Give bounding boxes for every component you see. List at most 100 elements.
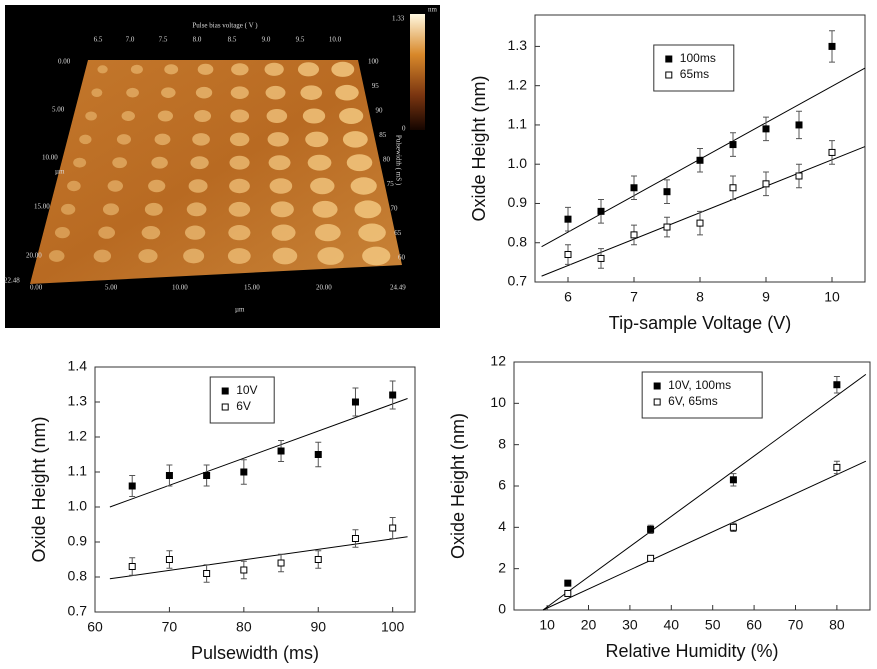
data-point — [564, 251, 572, 259]
legend-label: 6V — [236, 399, 251, 413]
oxide-dot — [79, 134, 92, 145]
oxide-dot — [312, 200, 338, 218]
colorbar-max: 1.33 — [392, 15, 405, 23]
y-tick-label: 2 — [498, 559, 506, 575]
fit-line — [541, 146, 866, 277]
x-tick-label: 6 — [564, 289, 572, 305]
data-point — [564, 589, 572, 597]
top-tick-label: 8.5 — [228, 36, 237, 44]
left-tick-label: 0.00 — [58, 58, 71, 66]
oxide-dot — [151, 156, 168, 169]
oxide-dot — [269, 178, 293, 194]
oxide-dot — [192, 133, 210, 146]
y-tick-label: 10 — [490, 394, 506, 410]
top-tick-label: 6.5 — [94, 36, 103, 44]
data-point — [203, 472, 211, 479]
left-tick-label: 22.48 — [4, 277, 20, 285]
data-point — [314, 451, 322, 458]
oxide-dot — [144, 202, 163, 216]
legend-box — [641, 371, 763, 419]
y-tick-label: 0.8 — [508, 233, 528, 249]
y-tick-label: 1.3 — [68, 393, 88, 409]
data-point — [240, 566, 248, 574]
fit-line — [109, 536, 408, 580]
data-point — [314, 556, 322, 563]
chart: 0.7 0.8 0.9 1.0 1.1 1.2 1.3 1.4 60 70 80 90 100 Pulse… — [29, 358, 416, 663]
oxide-dot — [148, 179, 166, 193]
legend-label: 10V, 100ms — [668, 378, 731, 392]
right-axis-title: Pulsewidth ( mS ) — [394, 135, 402, 186]
y-tick-label: 1.1 — [68, 463, 88, 479]
oxide-dot — [188, 179, 208, 193]
oxide-dot — [73, 157, 87, 168]
oxide-dot — [271, 224, 296, 241]
oxide-dot — [267, 132, 289, 147]
oxide-dot — [310, 177, 335, 195]
oxide-dot — [197, 63, 214, 75]
oxide-dot — [121, 110, 135, 122]
oxide-dot — [157, 110, 174, 122]
x-tick-label: 70 — [788, 617, 804, 633]
data-point — [564, 579, 572, 587]
legend-label: 10V — [236, 383, 257, 397]
oxide-dot — [354, 200, 382, 219]
y-tick-label: 1.1 — [508, 116, 528, 132]
top-axis-title: Pulse bias voltage ( V ) — [192, 22, 258, 30]
legend-marker — [665, 55, 673, 63]
y-tick-label: 1.2 — [68, 428, 88, 444]
oxide-dot — [183, 248, 205, 264]
y-tick-label: 0.8 — [68, 568, 88, 584]
oxide-dot — [302, 108, 326, 124]
afm-image: 1.33 nm 0 Pulse bias voltage ( V ) Pulse… — [4, 5, 440, 328]
oxide-dot — [107, 180, 124, 192]
chart: 0 2 4 6 8 10 12 10 20 30 40 50 60 70 80 Relative Humidi… — [448, 353, 871, 661]
oxide-dot — [297, 62, 320, 77]
oxide-dot — [268, 155, 291, 171]
oxide-dot — [164, 64, 179, 75]
data-point — [128, 482, 136, 490]
top-tick-label: 8.0 — [193, 36, 202, 44]
y-axis-label: Oxide Height (nm) — [469, 75, 489, 221]
fit-line — [542, 460, 867, 611]
right-tick-label: 100 — [368, 58, 379, 66]
y-axis-label: Oxide Height (nm) — [448, 413, 468, 559]
data-point — [351, 398, 359, 406]
oxide-dot — [184, 225, 206, 240]
data-point — [647, 525, 655, 533]
x-axis-label: Relative Humidity (%) — [605, 641, 778, 661]
data-point — [762, 125, 770, 133]
x-tick-label: 30 — [622, 617, 638, 633]
oxide-dot — [130, 64, 143, 74]
data-point — [128, 563, 136, 570]
oxide-dot — [350, 177, 377, 195]
oxide-dot — [230, 109, 250, 123]
oxide-dot — [270, 201, 294, 218]
oxide-dot — [229, 178, 250, 194]
data-point — [795, 172, 803, 180]
data-point — [696, 219, 704, 227]
x-axis-label: Pulsewidth (ms) — [191, 643, 319, 663]
right-tick-label: 90 — [376, 107, 384, 115]
oxide-dot — [272, 247, 298, 265]
oxide-dot — [161, 87, 176, 98]
data-point — [165, 556, 173, 563]
right-tick-label: 75 — [387, 180, 395, 188]
data-point — [277, 447, 285, 455]
data-point — [630, 184, 638, 192]
y-axis-label: Oxide Height (nm) — [29, 416, 49, 562]
oxide-dot — [97, 65, 108, 74]
oxide-dot — [154, 133, 171, 146]
data-point — [729, 184, 737, 192]
oxide-dot — [227, 248, 251, 264]
bottom-tick-label: 10.00 — [172, 284, 188, 292]
oxide-dot — [190, 156, 209, 170]
oxide-dot — [339, 107, 364, 125]
top-tick-label: 7.0 — [126, 36, 135, 44]
y-tick-label: 0.7 — [68, 603, 88, 619]
x-tick-label: 60 — [746, 617, 762, 633]
y-tick-label: 0.9 — [68, 533, 88, 549]
oxide-dot — [126, 87, 139, 98]
oxide-dot — [186, 202, 207, 217]
